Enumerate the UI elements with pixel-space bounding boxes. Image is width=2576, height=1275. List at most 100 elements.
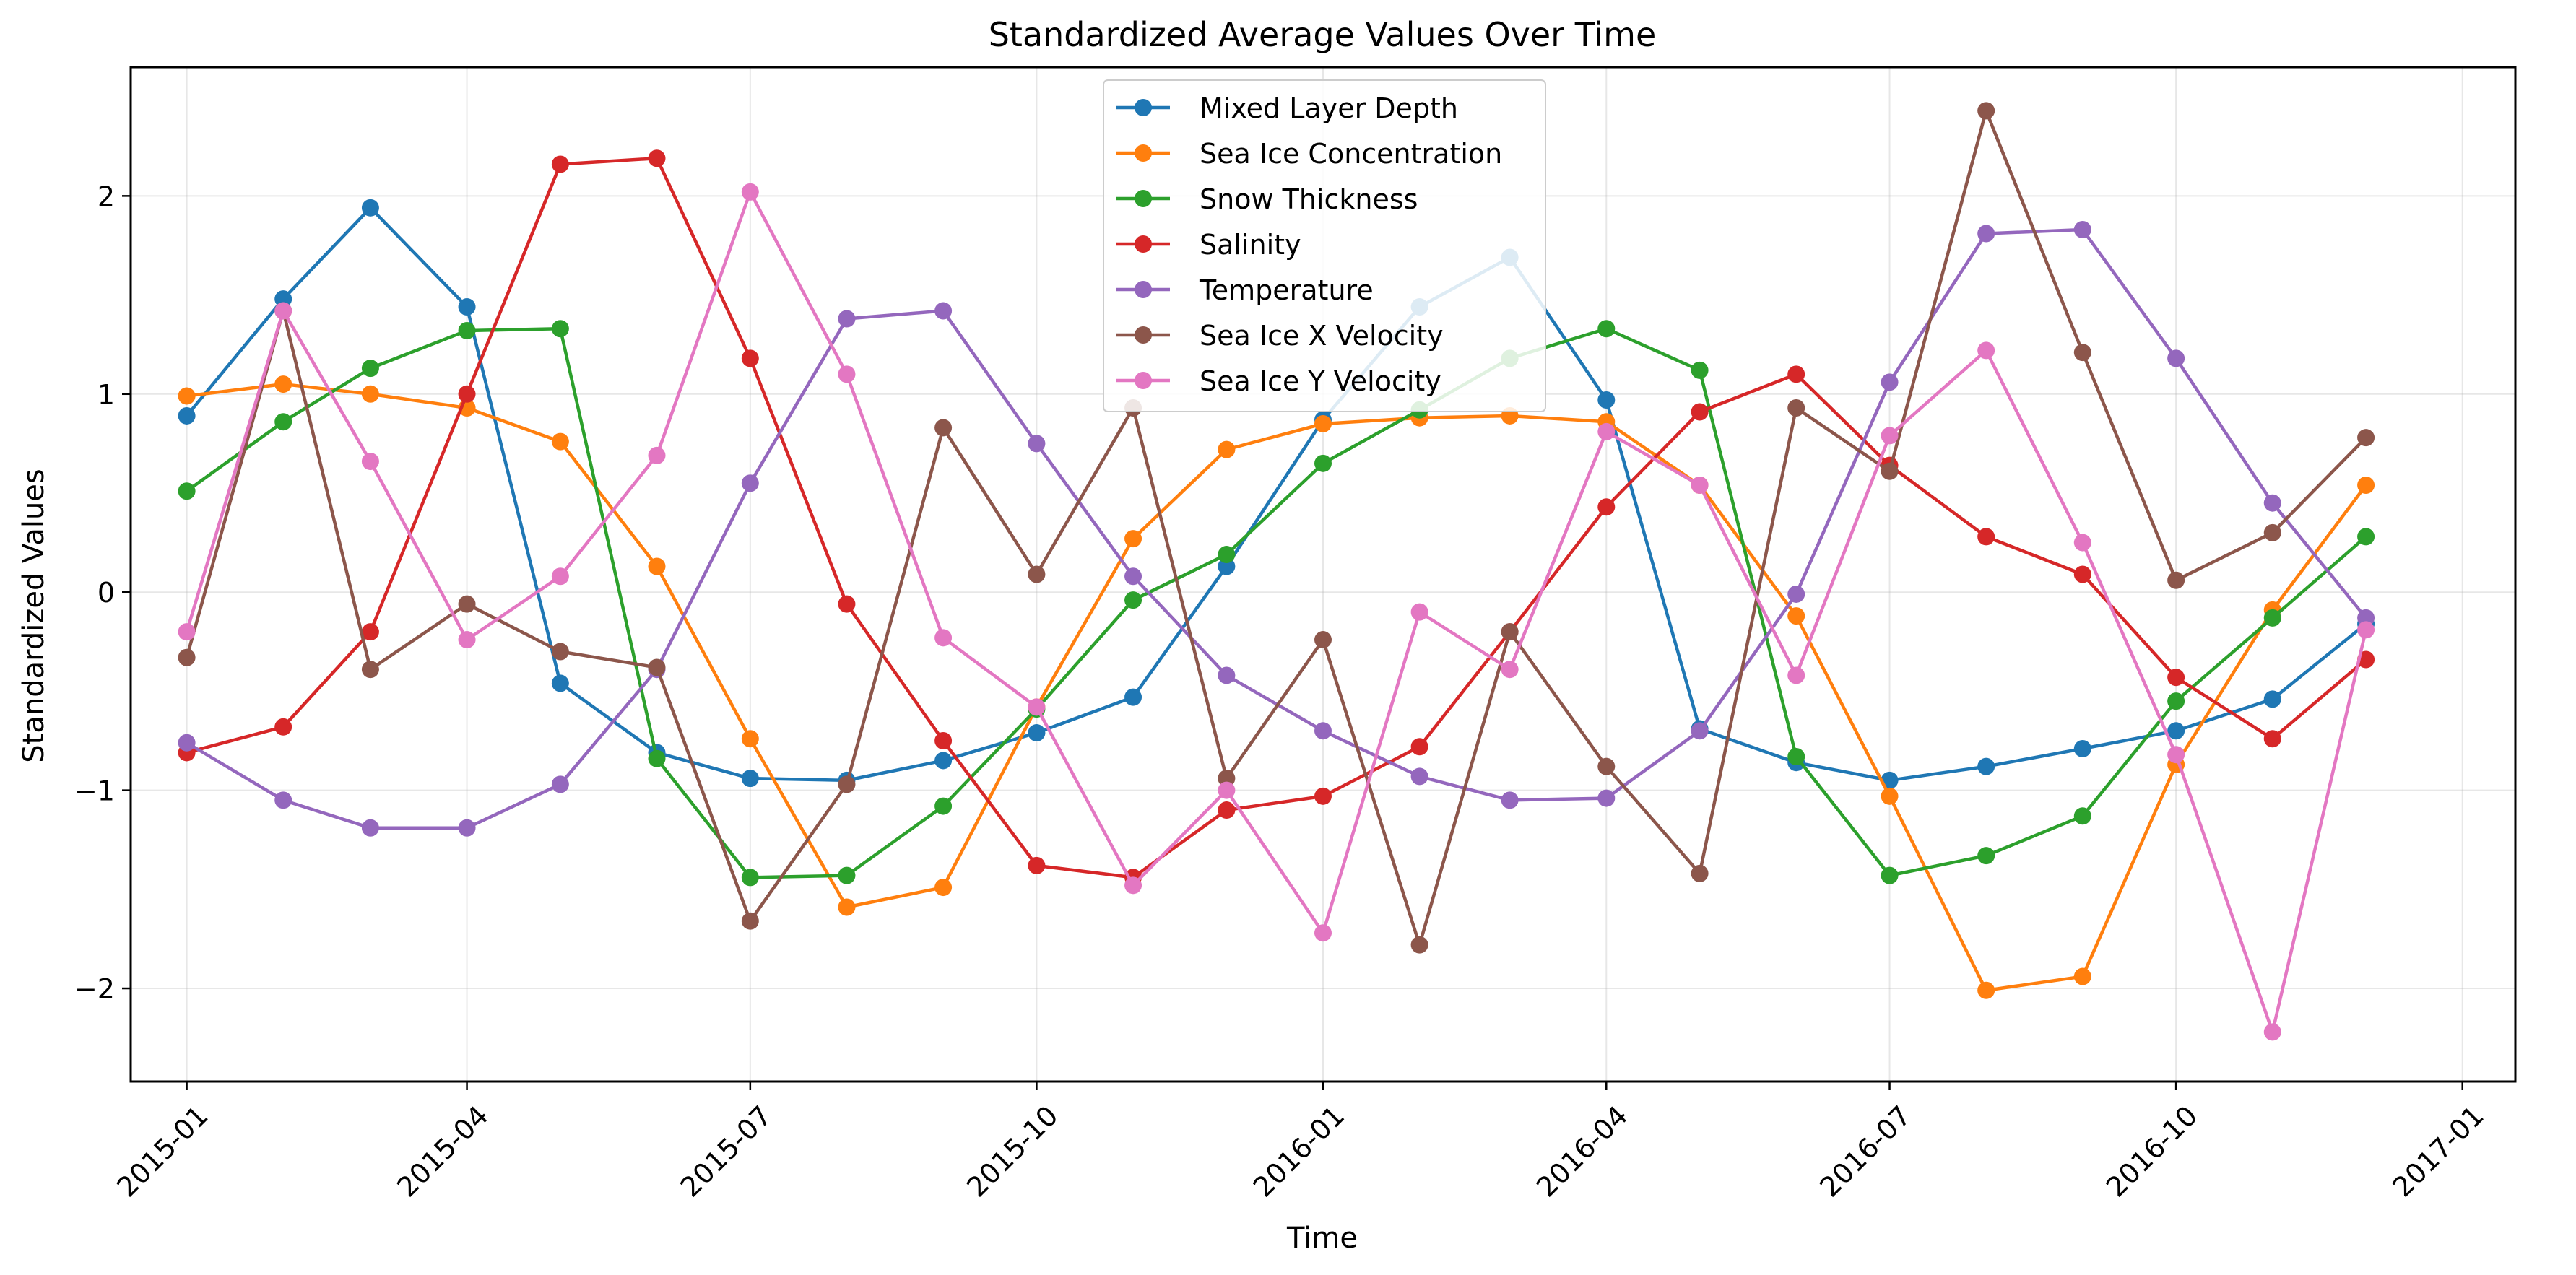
- data-point: [1501, 791, 1519, 809]
- data-point: [2357, 621, 2375, 639]
- legend-item: Salinity: [1116, 229, 1301, 261]
- data-point: [2073, 534, 2091, 552]
- data-point: [361, 199, 379, 217]
- y-tick-label: 2: [97, 180, 115, 212]
- series-line: [186, 382, 2367, 993]
- data-point: [741, 730, 759, 748]
- data-point: [1597, 498, 1616, 516]
- data-point: [934, 732, 953, 750]
- data-point: [2073, 565, 2091, 583]
- data-point: [2263, 690, 2281, 708]
- series-snow-thickness: [178, 320, 2375, 887]
- data-point: [1881, 866, 1899, 884]
- series-line: [186, 156, 2367, 879]
- data-point: [1028, 724, 1046, 742]
- y-tick-label: 0: [97, 577, 115, 609]
- data-point: [2263, 1023, 2281, 1041]
- data-point: [934, 629, 953, 647]
- legend-label: Snow Thickness: [1200, 183, 1418, 215]
- data-point: [1691, 477, 1709, 495]
- legend-label: Sea Ice Concentration: [1200, 138, 1502, 170]
- data-point: [838, 595, 856, 613]
- series-layer: [178, 102, 2375, 1041]
- data-point: [1597, 391, 1616, 409]
- data-point: [2357, 528, 2375, 546]
- data-point: [1691, 722, 1709, 740]
- data-point: [1881, 462, 1899, 480]
- data-point: [1314, 631, 1332, 649]
- data-point: [648, 446, 666, 464]
- data-point: [551, 674, 569, 692]
- data-point: [741, 349, 759, 367]
- data-point: [551, 775, 569, 793]
- data-point: [1691, 361, 1709, 379]
- data-point: [1218, 770, 1236, 788]
- y-tick-label: 1: [97, 379, 115, 411]
- data-point: [1124, 591, 1142, 609]
- data-point: [741, 770, 759, 788]
- data-point: [274, 290, 292, 308]
- data-point: [458, 631, 476, 649]
- data-point: [361, 819, 379, 837]
- data-point: [1977, 225, 1995, 243]
- legend-label: Temperature: [1199, 274, 1374, 306]
- data-point: [1218, 440, 1236, 458]
- data-point: [1410, 603, 1428, 621]
- legend-marker: [1135, 372, 1152, 389]
- data-point: [934, 879, 953, 897]
- data-point: [1124, 688, 1142, 706]
- legend-item: Temperature: [1116, 274, 1374, 306]
- data-point: [1787, 666, 1805, 684]
- data-point: [934, 419, 953, 437]
- data-point: [2263, 494, 2281, 512]
- data-point: [1028, 565, 1046, 583]
- data-point: [1218, 546, 1236, 564]
- data-point: [648, 149, 666, 167]
- data-point: [1787, 607, 1805, 625]
- data-point: [1977, 981, 1995, 999]
- data-point: [934, 797, 953, 815]
- legend-marker: [1135, 281, 1152, 298]
- legend-marker: [1135, 144, 1152, 162]
- data-point: [178, 387, 196, 405]
- x-axis-label: Time: [1286, 1222, 1358, 1255]
- data-point: [1977, 847, 1995, 865]
- series-sea-ice-y-velocity: [178, 183, 2375, 1041]
- data-point: [1977, 341, 1995, 360]
- data-point: [2357, 429, 2375, 447]
- legend-item: Snow Thickness: [1116, 183, 1418, 215]
- data-point: [458, 385, 476, 403]
- data-point: [2167, 692, 2185, 710]
- data-point: [1218, 801, 1236, 819]
- legend-item: Mixed Layer Depth: [1116, 92, 1458, 124]
- data-point: [1314, 787, 1332, 805]
- data-point: [1787, 747, 1805, 765]
- data-point: [741, 474, 759, 492]
- data-point: [1314, 722, 1332, 740]
- data-point: [551, 155, 569, 173]
- data-point: [1597, 757, 1616, 775]
- data-point: [274, 791, 292, 809]
- series-sea-ice-x-velocity: [178, 102, 2375, 954]
- data-point: [1977, 528, 1995, 546]
- legend-item: Sea Ice Concentration: [1116, 138, 1502, 170]
- legend-marker: [1135, 99, 1152, 116]
- data-point: [2073, 739, 2091, 757]
- data-point: [1787, 365, 1805, 383]
- chart-title: Standardized Average Values Over Time: [989, 15, 1657, 54]
- legend-marker: [1135, 326, 1152, 344]
- legend-label: Sea Ice X Velocity: [1200, 320, 1444, 352]
- series-line: [186, 326, 2367, 879]
- data-point: [2167, 746, 2185, 764]
- legend-item: Sea Ice X Velocity: [1116, 320, 1444, 352]
- data-point: [178, 648, 196, 666]
- data-point: [1218, 666, 1236, 684]
- y-tick-label: −1: [74, 775, 115, 807]
- data-point: [1977, 102, 1995, 120]
- data-point: [2073, 807, 2091, 825]
- data-point: [1124, 567, 1142, 586]
- data-point: [274, 375, 292, 393]
- data-point: [2263, 523, 2281, 541]
- data-point: [361, 453, 379, 471]
